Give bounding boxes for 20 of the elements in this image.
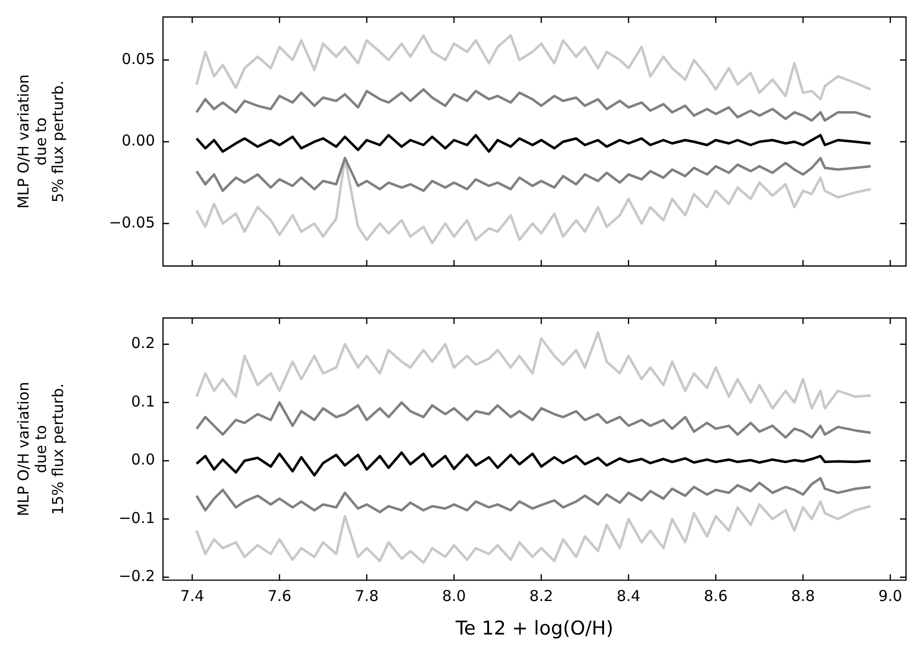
x-tick-label: 8.4: [616, 587, 640, 606]
x-tick-label: 8.8: [791, 587, 815, 606]
y-tick-label: 0.05: [122, 50, 155, 68]
y-tick-label: 0.0: [131, 450, 155, 469]
x-tick-label: 7.8: [354, 587, 379, 606]
x-axis-title: Te 12 + log(O/H): [454, 618, 614, 640]
x-tick-label: 7.4: [180, 587, 204, 606]
x-tick-label: 8.2: [529, 587, 554, 606]
y-tick-label: 0.1: [131, 392, 155, 410]
x-tick-label: 8.0: [442, 587, 466, 606]
y-tick-label: 0.2: [131, 334, 155, 352]
y-axis-title: MLP O/H variation due to 15% flux perturb.: [14, 382, 68, 516]
x-tick-label: 8.6: [704, 587, 728, 606]
y-tick-label: −0.1: [118, 508, 155, 527]
y-tick-label: −0.2: [118, 567, 155, 586]
x-tick-label: 7.6: [268, 587, 292, 606]
y-axis-title: MLP O/H variation due to 5% flux perturb.: [14, 74, 68, 209]
y-tick-label: 0.00: [122, 132, 155, 150]
x-tick-label: 9.0: [878, 587, 902, 606]
y-tick-label: −0.05: [109, 213, 155, 232]
